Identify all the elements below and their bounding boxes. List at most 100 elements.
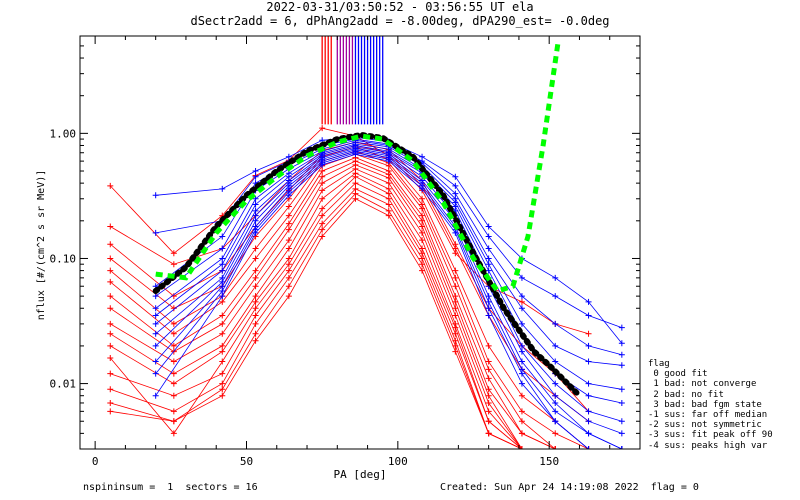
data-point bbox=[485, 261, 492, 268]
data-point bbox=[252, 168, 259, 175]
data-point bbox=[252, 173, 259, 180]
data-point bbox=[618, 386, 625, 393]
data-point bbox=[107, 223, 114, 230]
data-point bbox=[485, 293, 492, 300]
data-point bbox=[252, 212, 259, 219]
data-point bbox=[152, 229, 159, 236]
series-line bbox=[155, 153, 622, 449]
series-line bbox=[155, 152, 622, 449]
footer-spin-info: nspininsum = 1 sectors = 16 bbox=[83, 482, 258, 493]
data-point bbox=[485, 358, 492, 365]
data-point bbox=[219, 392, 226, 399]
data-point bbox=[319, 187, 326, 194]
data-point bbox=[285, 245, 292, 252]
flag-item: -3 sus: fit peak off 90 bbox=[648, 430, 773, 441]
data-point bbox=[485, 392, 492, 399]
data-point bbox=[170, 330, 177, 337]
data-point bbox=[219, 233, 226, 240]
data-point bbox=[170, 430, 177, 437]
data-point bbox=[485, 298, 492, 305]
data-point bbox=[518, 408, 525, 415]
data-point bbox=[419, 261, 426, 268]
data-point bbox=[319, 220, 326, 227]
data-point bbox=[518, 348, 525, 355]
data-point bbox=[170, 392, 177, 399]
data-point bbox=[618, 418, 625, 425]
data-point bbox=[419, 267, 426, 274]
data-point bbox=[485, 233, 492, 240]
data-point bbox=[285, 267, 292, 274]
data-point bbox=[552, 408, 559, 415]
data-point bbox=[585, 330, 592, 337]
data-point bbox=[319, 212, 326, 219]
data-point bbox=[618, 362, 625, 369]
data-point bbox=[452, 283, 459, 290]
data-point bbox=[319, 233, 326, 240]
data-point bbox=[219, 370, 226, 377]
data-point bbox=[252, 312, 259, 319]
data-point bbox=[419, 250, 426, 257]
data-point bbox=[107, 320, 114, 327]
data-point bbox=[419, 205, 426, 212]
fit-curve-green bbox=[155, 40, 561, 294]
series-line bbox=[110, 153, 589, 449]
data-point bbox=[319, 195, 326, 202]
vertical-markers bbox=[321, 36, 384, 125]
data-point bbox=[107, 182, 114, 189]
data-point bbox=[618, 399, 625, 406]
data-point bbox=[285, 212, 292, 219]
data-point bbox=[170, 358, 177, 365]
series-line bbox=[110, 141, 589, 412]
data-point bbox=[107, 355, 114, 362]
title-line-2: dSectr2add = 6, dPhAng2add = -8.00deg, d… bbox=[190, 14, 610, 28]
data-point bbox=[585, 430, 592, 437]
flag-item: 0 good fit bbox=[648, 369, 708, 380]
data-point bbox=[285, 203, 292, 210]
data-point bbox=[518, 274, 525, 281]
data-point bbox=[485, 267, 492, 274]
data-point bbox=[252, 283, 259, 290]
data-point bbox=[352, 180, 359, 187]
data-point bbox=[107, 255, 114, 262]
data-point bbox=[107, 241, 114, 248]
data-point bbox=[452, 229, 459, 236]
data-point bbox=[485, 255, 492, 262]
data-point bbox=[552, 430, 559, 437]
data-point bbox=[219, 342, 226, 349]
data-point bbox=[518, 380, 525, 387]
series-line bbox=[110, 160, 589, 449]
series-line bbox=[155, 150, 622, 449]
data-point bbox=[252, 298, 259, 305]
data-point bbox=[252, 267, 259, 274]
data-point bbox=[252, 201, 259, 208]
data-point bbox=[585, 312, 592, 319]
flag-item: 1 bad: not converge bbox=[648, 379, 757, 390]
data-point bbox=[219, 380, 226, 387]
data-point bbox=[219, 267, 226, 274]
data-point bbox=[152, 358, 159, 365]
data-point bbox=[618, 430, 625, 437]
data-point bbox=[170, 305, 177, 312]
data-point bbox=[585, 358, 592, 365]
data-point bbox=[219, 320, 226, 327]
data-point bbox=[107, 399, 114, 406]
data-point bbox=[419, 223, 426, 230]
flag-item: -2 sus: not symmetric bbox=[648, 420, 762, 431]
flag-item: 2 bad: no fit bbox=[648, 389, 724, 400]
data-point bbox=[170, 342, 177, 349]
data-point bbox=[518, 298, 525, 305]
data-point bbox=[252, 255, 259, 262]
data-point bbox=[585, 342, 592, 349]
data-point bbox=[285, 261, 292, 268]
data-point bbox=[585, 418, 592, 425]
data-point bbox=[219, 185, 226, 192]
data-point bbox=[219, 255, 226, 262]
data-point bbox=[252, 337, 259, 344]
y-tick-label: 0.01 bbox=[50, 378, 77, 391]
data-point bbox=[319, 173, 326, 180]
data-point bbox=[485, 430, 492, 437]
data-point bbox=[385, 190, 392, 197]
data-point bbox=[585, 446, 592, 449]
data-point bbox=[107, 293, 114, 300]
x-tick-label: 100 bbox=[388, 455, 408, 468]
